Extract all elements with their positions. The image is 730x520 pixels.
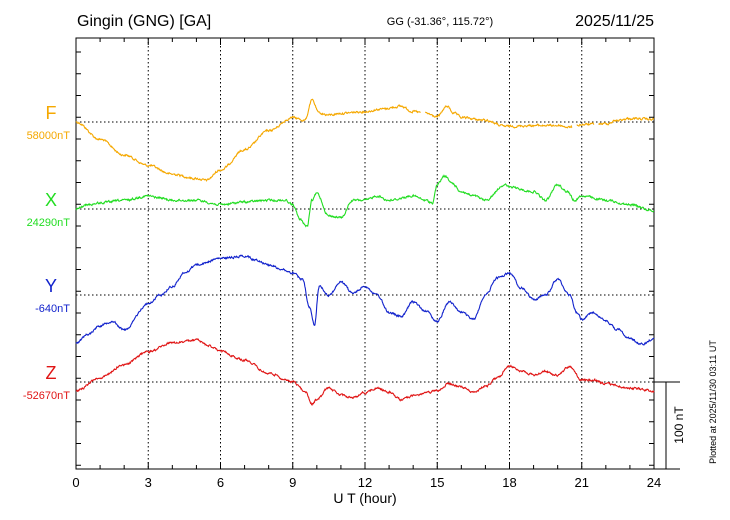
series-line-f <box>75 98 655 182</box>
series-name-x: X <box>45 190 57 210</box>
x-tick-labels: 0 3 6 9 12 15 18 21 24 <box>72 475 661 490</box>
series-baseline-x: 24290nT <box>27 217 71 229</box>
series-line-y <box>75 254 655 346</box>
x-tick-label-12: 12 <box>358 475 372 490</box>
series-line-z <box>75 338 655 406</box>
x-tick-label-24: 24 <box>647 475 661 490</box>
x-axis-label: U T (hour) <box>333 490 396 506</box>
x-tick-label-3: 3 <box>145 475 152 490</box>
series-name-z: Z <box>46 363 57 383</box>
x-tick-label-18: 18 <box>502 475 516 490</box>
series-baseline-y: -640nT <box>35 303 70 315</box>
scale-bar: 100 nT <box>654 381 686 470</box>
chart-date: 2025/11/25 <box>575 13 654 30</box>
series-name-f: F <box>46 103 57 123</box>
x-tick-label-0: 0 <box>72 475 79 490</box>
grid-lines <box>76 38 654 469</box>
x-tick-label-6: 6 <box>217 475 224 490</box>
series-labels: F 58000nT X 24290nT Y -640nT Z -52670nT <box>23 103 70 402</box>
plotted-timestamp: Plotted at 2025/11/30 03:11 UT <box>708 340 718 464</box>
axis-ticks <box>75 38 655 469</box>
series-baseline-z: -52670nT <box>23 390 70 402</box>
x-tick-label-9: 9 <box>289 475 296 490</box>
scale-bar-label: 100 nT <box>672 406 686 444</box>
series-name-y: Y <box>45 276 57 296</box>
series-line-x <box>75 174 655 228</box>
x-tick-label-21: 21 <box>575 475 589 490</box>
series-group <box>75 98 655 406</box>
station-title: Gingin (GNG) [GA] <box>77 13 211 30</box>
x-tick-label-15: 15 <box>430 475 444 490</box>
series-baseline-f: 58000nT <box>27 130 71 142</box>
station-coords: GG (-31.36°, 115.72°) <box>387 16 493 28</box>
